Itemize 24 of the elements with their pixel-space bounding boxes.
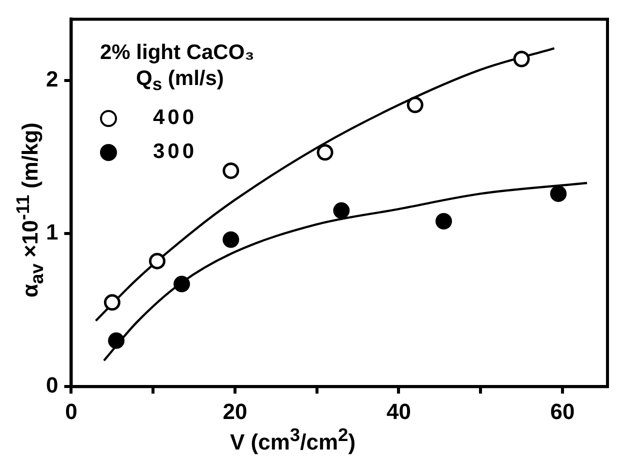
point: [174, 276, 190, 292]
x-axis-title: V (cm$^{3}$/cm$^{2}$): [230, 424, 357, 456]
point: [104, 294, 120, 311]
point: [436, 213, 452, 230]
point: [513, 50, 530, 68]
x-tick-label: 0: [65, 398, 78, 424]
y-tick-label: 2: [46, 66, 58, 92]
line-series: [102, 182, 588, 362]
y-tick-label: 0: [46, 372, 58, 398]
x-tick-label: 60: [550, 398, 575, 424]
point: [222, 162, 240, 180]
legend-title: 2% light CaCO₃ Q$_{s}$ (ml/s): [100, 40, 254, 96]
point: [222, 231, 240, 248]
y-tick-label: 1: [46, 220, 58, 245]
point: [316, 144, 334, 161]
point: [108, 332, 125, 349]
point: [333, 202, 350, 219]
x-tick-label: 20: [222, 398, 248, 424]
legend-label: 400: [153, 105, 198, 132]
point: [406, 96, 424, 114]
legend-label: 300: [153, 139, 198, 166]
x-tick-label: 40: [386, 398, 411, 424]
point: [148, 252, 166, 270]
point: [550, 185, 567, 202]
